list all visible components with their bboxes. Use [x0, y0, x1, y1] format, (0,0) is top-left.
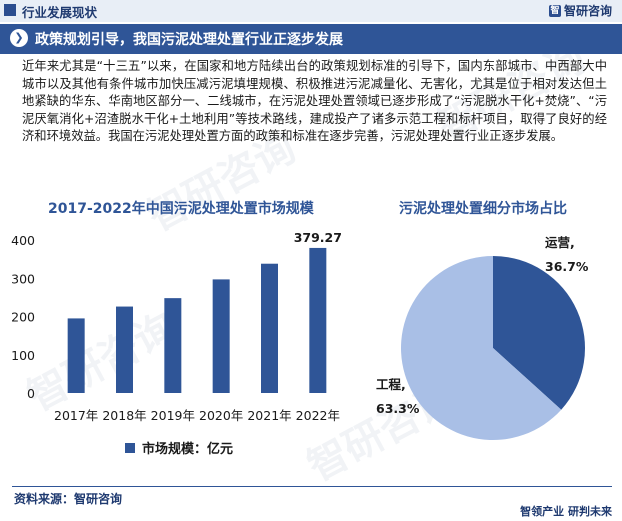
- y-tick-label: 200: [11, 310, 35, 325]
- legend-label: 市场规模：亿元: [142, 441, 233, 457]
- pie-chart-title: 污泥处理处置细分市场占比: [399, 201, 567, 217]
- logo-icon: 智: [548, 4, 561, 17]
- brand-logo: 智 智研咨询: [548, 2, 612, 19]
- footer-divider: [12, 486, 612, 487]
- y-tick-label: 400: [11, 233, 35, 248]
- pie-percent: 63.3%: [376, 401, 420, 416]
- pie-label: 运营,: [545, 235, 575, 250]
- logo-text: 智研咨询: [563, 4, 612, 18]
- body-paragraph: 近年来尤其是“十三五”以来，在国家和地方陆续出台的政策规划标准的引导下，国内东部…: [22, 59, 607, 143]
- y-tick-label: 300: [11, 271, 35, 286]
- bar: [164, 298, 182, 393]
- x-tick-label: 2020年: [199, 408, 243, 423]
- source-note: 资料来源：智研咨询: [14, 492, 123, 506]
- pie-label: 工程,: [376, 377, 406, 392]
- slogan: 智领产业 研判未来: [520, 505, 612, 518]
- bar: [116, 306, 133, 393]
- title-banner: ❯ 政策规划引导，我国污泥处理处置行业正逐步发展: [0, 24, 622, 54]
- x-tick-label: 2022年: [296, 408, 340, 423]
- section-square-icon: [4, 4, 16, 16]
- y-tick-label: 0: [27, 386, 35, 401]
- pie-slice: [493, 256, 585, 410]
- x-tick-label: 2017年: [54, 408, 98, 423]
- bar: [261, 263, 278, 393]
- pie-percent: 36.7%: [545, 259, 589, 274]
- data-label: 379.27: [294, 230, 342, 245]
- pie-slice: [401, 256, 562, 440]
- bar: [67, 318, 85, 393]
- section-label: 行业发展现状: [22, 5, 98, 20]
- banner-title: 政策规划引导，我国污泥处理处置行业正逐步发展: [35, 32, 343, 48]
- y-tick-label: 100: [11, 348, 35, 363]
- x-tick-label: 2018年: [102, 408, 146, 423]
- bar-chart-title: 2017-2022年中国污泥处理处置市场规模: [48, 201, 314, 217]
- x-tick-label: 2019年: [151, 408, 195, 423]
- bar: [212, 279, 230, 393]
- bar: [309, 247, 327, 393]
- top-bar: 行业发展现状 智 智研咨询: [0, 0, 622, 22]
- chevron-right-icon: ❯: [10, 29, 28, 47]
- x-tick-label: 2021年: [247, 408, 291, 423]
- legend-swatch: [125, 443, 135, 453]
